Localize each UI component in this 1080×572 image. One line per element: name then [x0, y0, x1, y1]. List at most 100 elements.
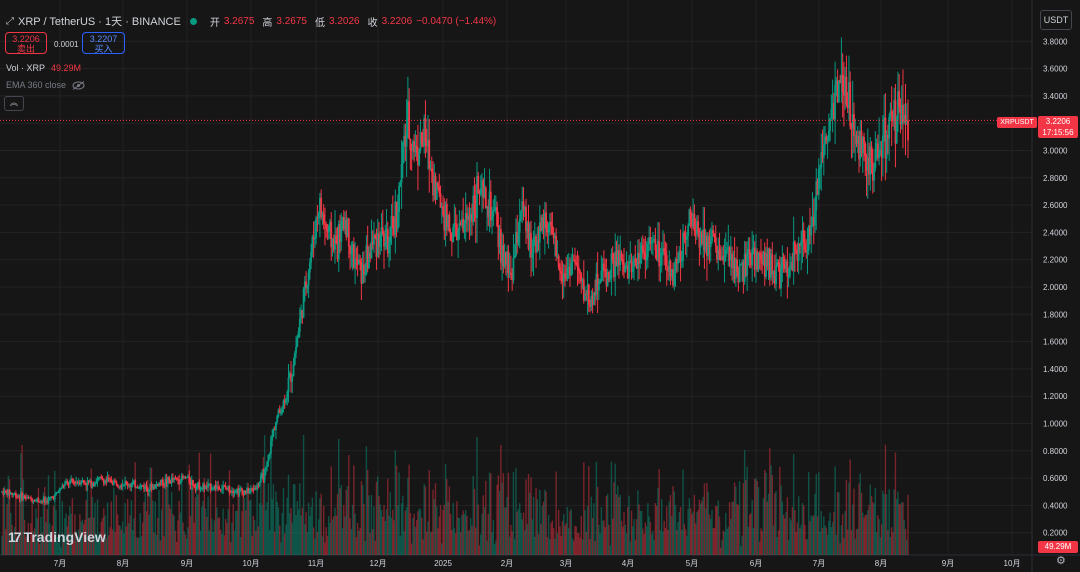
- candle-body: [90, 480, 93, 488]
- candle-body: [688, 209, 691, 226]
- volume-bar: [757, 487, 760, 555]
- candle-body: [82, 479, 85, 482]
- candle-body: [584, 293, 586, 301]
- price-axis[interactable]: 3.80003.60003.40003.20003.00002.80002.60…: [1043, 37, 1068, 537]
- candle-body: [107, 477, 110, 479]
- currency-button[interactable]: USDT: [1040, 10, 1072, 30]
- candle-body: [751, 249, 754, 266]
- symbol-title[interactable]: XRP / TetherUS · 1天 · BINANCE: [18, 16, 181, 28]
- candle-body: [205, 486, 208, 488]
- gear-icon[interactable]: ⚙: [1056, 555, 1066, 567]
- volume-bar: [755, 478, 757, 555]
- candle-body: [582, 279, 585, 301]
- volume-bar: [811, 516, 814, 555]
- sell-button[interactable]: 3.2206 卖出: [5, 32, 47, 54]
- volume-bar: [895, 498, 898, 555]
- candle-body: [674, 259, 677, 272]
- volume-bar: [639, 510, 642, 555]
- volume-bar: [906, 539, 908, 555]
- volume-bar: [27, 522, 30, 555]
- volume-bar: [338, 439, 340, 555]
- candle-body: [869, 146, 872, 175]
- candle-body: [592, 292, 595, 305]
- candle-body: [812, 216, 815, 226]
- volume-bar: [121, 521, 124, 555]
- volume-bar: [684, 529, 687, 555]
- volume-bar: [603, 520, 605, 555]
- candle-body: [747, 249, 750, 252]
- candle-body: [899, 107, 902, 125]
- buy-button[interactable]: 3.2207 买入: [82, 32, 125, 54]
- eye-icon[interactable]: [72, 80, 85, 90]
- volume-bar: [192, 488, 194, 555]
- volume-bar: [487, 513, 489, 555]
- volume-bar: [189, 515, 192, 555]
- candle-body: [863, 136, 865, 144]
- candle-body: [854, 135, 857, 137]
- volume-bar: [1, 535, 3, 555]
- volume-bar: [40, 516, 42, 555]
- high-value: 3.2675: [276, 15, 307, 27]
- candle-body: [1, 491, 3, 493]
- candle-body: [591, 295, 594, 305]
- bar-countdown: 17:15:56: [1042, 128, 1074, 137]
- volume-bar: [505, 508, 507, 555]
- volume-bar: [554, 538, 556, 555]
- candle-body: [806, 250, 809, 253]
- volume-bar: [446, 479, 448, 555]
- volume-bar: [551, 520, 554, 555]
- candle-body: [234, 491, 237, 493]
- volume-bar: [197, 494, 199, 555]
- volume-bar: [748, 514, 751, 555]
- volume-bar: [415, 519, 418, 555]
- candle-body: [208, 483, 211, 485]
- candle-body: [633, 258, 635, 268]
- tradingview-mark-icon: 17: [8, 529, 22, 545]
- volume-bar: [361, 484, 364, 555]
- volume-bar: [623, 512, 625, 555]
- volume-bar: [444, 464, 447, 555]
- ema-label: EMA 360 close: [6, 80, 67, 90]
- volume-bar: [767, 493, 770, 555]
- candle-body: [52, 497, 55, 500]
- candle-body: [533, 236, 536, 238]
- candle-body: [787, 276, 790, 278]
- volume-bar: [552, 527, 555, 555]
- time-axis[interactable]: 7月 8月 9月 10月 11月 12月 2025 2月 3月 4月 5月 6月 7月 8月 9月 10月: [54, 559, 1021, 568]
- volume-bar: [405, 506, 408, 555]
- volume-bar: [662, 531, 664, 555]
- expand-icon[interactable]: ⤢: [6, 15, 14, 27]
- collapse-indicators-button[interactable]: ︽: [4, 96, 24, 111]
- volume-bar: [833, 512, 835, 555]
- volume-bar: [96, 499, 99, 555]
- volume-bar: [165, 482, 168, 555]
- candle-body: [599, 281, 602, 284]
- candle-body: [227, 485, 230, 489]
- ema-indicator[interactable]: EMA 360 close: [6, 80, 85, 90]
- candle-body: [418, 150, 421, 166]
- volume-bar: [815, 474, 817, 555]
- candle-body: [815, 181, 818, 211]
- volume-bar: [113, 487, 115, 555]
- candle-body: [154, 484, 157, 488]
- volume-bar: [785, 511, 787, 555]
- volume-bar: [679, 506, 682, 555]
- candle-body: [758, 252, 761, 255]
- volume-bar: [47, 475, 50, 555]
- volume-bar: [718, 516, 721, 555]
- volume-bar: [118, 525, 120, 555]
- time-tick-label: 3月: [560, 559, 572, 568]
- volume-bar: [56, 536, 58, 555]
- volume-bar: [486, 540, 488, 555]
- candle-body: [507, 251, 510, 274]
- volume-bar: [624, 524, 626, 555]
- volume-indicator[interactable]: Vol · XRP 49.29M: [6, 63, 81, 73]
- volume-bar: [324, 542, 326, 555]
- volume-bar: [131, 529, 134, 555]
- candle-body: [876, 143, 879, 159]
- candle-body: [603, 263, 605, 270]
- volume-bar: [816, 516, 819, 555]
- candle-body: [357, 259, 360, 265]
- candle-body: [636, 252, 639, 269]
